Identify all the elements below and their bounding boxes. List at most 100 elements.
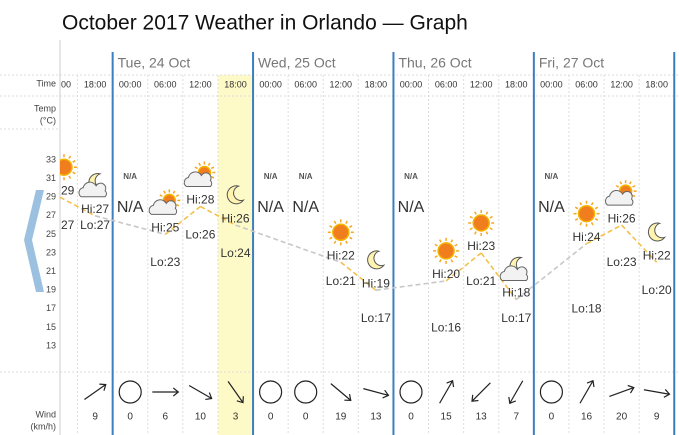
calm-icon: [118, 380, 142, 404]
y-tick-label: 27: [46, 210, 56, 220]
time-label: 06:00: [154, 79, 177, 89]
sun-ray: [329, 236, 333, 240]
arrow-head: [172, 387, 180, 397]
y-tick-label: 23: [46, 247, 56, 257]
sun: [577, 204, 596, 223]
weather-icon: [468, 210, 495, 236]
sun-ray: [72, 171, 76, 175]
y-tick-label: 29: [46, 192, 56, 202]
lo-label: Lo:18: [571, 302, 601, 316]
weather-icon: [78, 173, 107, 198]
arrow-shaft: [579, 380, 594, 404]
temp-line: [375, 280, 447, 291]
sun-ray: [434, 243, 438, 247]
cloud: [148, 199, 178, 215]
arrow-shaft: [509, 380, 524, 404]
y-tick-label: 21: [46, 266, 56, 276]
day-label: Wed, 25 Oct: [258, 55, 336, 71]
calm-icon: [294, 380, 318, 404]
wind-value: 9: [654, 412, 660, 423]
temp-line: [480, 252, 517, 300]
y-tick-label: 15: [46, 322, 56, 332]
time-label: 12:00: [610, 79, 633, 89]
hi-label: 29: [61, 183, 75, 197]
arrow-shaft: [439, 380, 454, 404]
wind-arrow: [609, 384, 635, 398]
wind-value: 19: [335, 412, 347, 423]
lo-label: Lo:24: [220, 246, 250, 260]
arrow-shaft: [643, 389, 670, 395]
arrow-shaft: [471, 382, 491, 402]
sun-ray: [438, 259, 442, 263]
wind-arrow: [363, 388, 390, 399]
na-label: N/A: [538, 199, 565, 216]
lo-label: Lo:27: [80, 218, 110, 232]
weather-icon: [499, 256, 529, 281]
sun-ray: [210, 166, 215, 170]
row-label: Wind: [35, 409, 56, 419]
time-label: 00:00: [119, 79, 142, 89]
wind-value: 0: [127, 412, 133, 423]
sun-ray: [58, 156, 60, 159]
arrow-head: [344, 393, 352, 401]
time-label: 18:00: [365, 79, 388, 89]
hi-label: Hi:19: [362, 276, 390, 290]
wind-value: 16: [581, 412, 593, 423]
sun-ray: [474, 211, 477, 215]
lo-label: Lo:17: [501, 311, 531, 325]
arrow-head: [99, 383, 107, 391]
lo-label: Lo:23: [150, 255, 180, 269]
sun-ray: [333, 220, 337, 225]
sun-ray: [159, 194, 163, 198]
hi-label: Hi:28: [186, 193, 214, 207]
sun-ray: [454, 255, 458, 259]
page-title: October 2017 Weather in Orlando — Graph: [62, 12, 468, 35]
moon: [226, 185, 245, 205]
lo-label: Lo:21: [466, 274, 496, 288]
wind-arrow: [439, 379, 455, 404]
time-label: 18:00: [505, 79, 528, 89]
row-label: (km/h): [31, 421, 57, 431]
wind-arrow: [471, 382, 491, 402]
sun-ray: [58, 176, 60, 179]
hi-label: Hi:18: [502, 286, 530, 300]
na-label: N/A: [292, 199, 319, 216]
na-small: N/A: [545, 172, 559, 181]
time-label: 00:00: [259, 79, 282, 89]
weather-icon: [605, 180, 637, 206]
wind-value: 0: [268, 412, 274, 423]
sun: [332, 223, 350, 242]
weather-icon: [226, 185, 245, 205]
arrow-head: [205, 392, 213, 401]
highlight-column: [217, 75, 254, 435]
sun-ray: [632, 184, 636, 188]
sun-ray: [594, 206, 599, 210]
row-label: Temp: [34, 103, 56, 113]
sun-ray: [68, 175, 72, 179]
y-tick-label: 13: [46, 340, 56, 350]
wind-arrow: [84, 383, 107, 400]
day-label: Tue, 24 Oct: [118, 55, 191, 71]
arrow-head: [627, 384, 635, 394]
lo-label: Lo:26: [185, 227, 215, 241]
time-label: 12:00: [189, 79, 212, 89]
wind-value: 7: [514, 412, 520, 423]
prev-button[interactable]: [24, 190, 44, 292]
sun-ray: [68, 155, 72, 159]
arrow-shaft: [363, 388, 389, 396]
arrow-shaft: [330, 383, 352, 401]
cloud: [499, 265, 529, 281]
arrow-head: [471, 394, 479, 402]
time-label: 12:00: [330, 79, 353, 89]
sun-ray: [594, 218, 599, 221]
arrow-shaft: [609, 386, 635, 398]
sun-ray: [345, 240, 348, 244]
sun-ray: [579, 221, 583, 226]
sun-ray: [632, 194, 636, 198]
wind-value: 0: [303, 412, 309, 423]
wind-value: 13: [370, 412, 382, 423]
lo-label: Lo:17: [361, 311, 391, 325]
sun-ray: [345, 220, 348, 225]
wind-arrow: [508, 380, 524, 405]
hi-label: Hi:26: [608, 211, 636, 225]
